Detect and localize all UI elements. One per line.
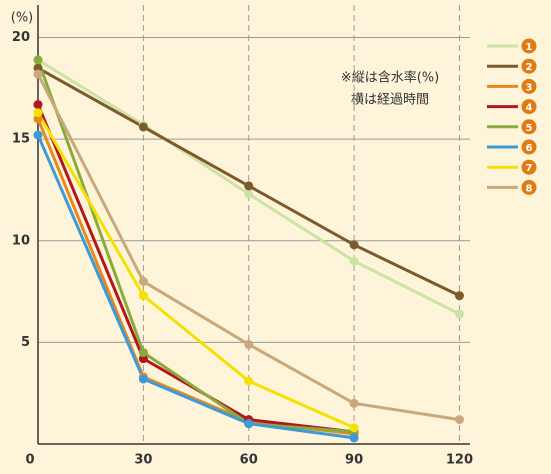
data-point xyxy=(33,69,43,79)
y-tick-label: 20 xyxy=(12,30,30,45)
data-point xyxy=(244,181,254,191)
data-point xyxy=(33,55,43,65)
x-tick-label: 120 xyxy=(446,453,473,468)
annotation: 横は経過時間 xyxy=(351,93,429,108)
legend-badge xyxy=(521,159,537,175)
legend-badge xyxy=(521,99,537,115)
legend-badge xyxy=(521,139,537,155)
y-axis-label: (%) xyxy=(11,11,34,26)
data-point xyxy=(138,276,148,286)
data-point xyxy=(454,415,464,425)
data-point xyxy=(454,291,464,301)
legend-label: 1 xyxy=(526,42,533,53)
y-tick-label: 5 xyxy=(21,335,30,350)
data-point xyxy=(244,376,254,386)
data-point xyxy=(244,189,254,199)
legend-label: 8 xyxy=(526,183,533,194)
data-point xyxy=(349,256,359,266)
x-tick-label: 0 xyxy=(25,453,34,468)
data-point xyxy=(349,398,359,408)
data-point xyxy=(33,100,43,110)
x-tick-label: 90 xyxy=(345,453,363,468)
data-point xyxy=(138,348,148,358)
annotation: ※縦は含水率(%) xyxy=(341,70,439,86)
data-point xyxy=(138,122,148,132)
data-point xyxy=(244,339,254,349)
legend-label: 5 xyxy=(526,123,533,134)
data-point xyxy=(138,291,148,301)
legend-badge xyxy=(521,58,537,74)
data-point xyxy=(349,433,359,443)
data-point xyxy=(349,240,359,250)
legend-label: 3 xyxy=(526,82,533,93)
data-point xyxy=(244,419,254,429)
legend-badge xyxy=(521,38,537,54)
legend-label: 7 xyxy=(526,163,533,174)
legend-label: 2 xyxy=(526,62,533,73)
legend-badge xyxy=(521,119,537,135)
legend-label: 6 xyxy=(526,143,533,154)
y-tick-label: 15 xyxy=(12,132,30,147)
legend-badge xyxy=(521,179,537,195)
series-line xyxy=(36,104,355,434)
series-line xyxy=(36,134,355,440)
series-line xyxy=(36,111,355,430)
data-point xyxy=(33,130,43,140)
y-tick-label: 10 xyxy=(12,233,30,248)
x-tick-label: 30 xyxy=(134,453,152,468)
data-point xyxy=(454,309,464,319)
legend-badge xyxy=(521,78,537,94)
x-tick-label: 60 xyxy=(240,453,258,468)
legend-label: 4 xyxy=(526,103,533,114)
data-point xyxy=(349,423,359,433)
data-point xyxy=(138,374,148,384)
data-point xyxy=(33,108,43,118)
